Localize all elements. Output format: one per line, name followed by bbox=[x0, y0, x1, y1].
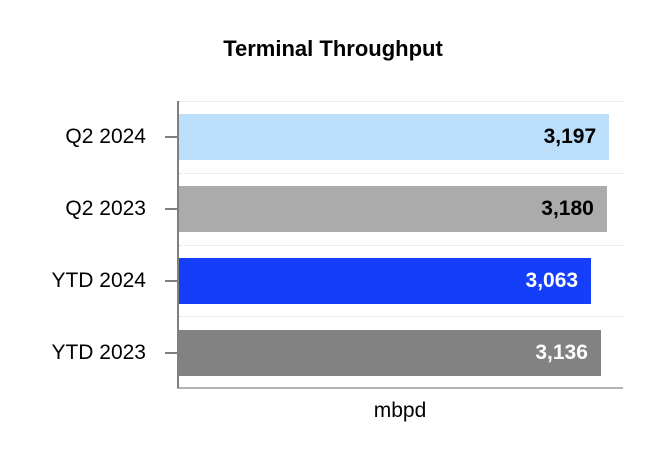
chart-title: Terminal Throughput bbox=[223, 36, 443, 61]
bar: 3,197 bbox=[179, 114, 610, 161]
category-label: YTD 2024 bbox=[51, 268, 146, 292]
plot-area: Q2 2024 3,197 Q2 2023 3,180 YTD 2024 3,063 YTD… bbox=[51, 101, 623, 389]
y-axis-tick bbox=[165, 136, 177, 139]
bar: 3,180 bbox=[179, 186, 607, 233]
category-label: Q2 2023 bbox=[65, 197, 146, 221]
bar-value-label: 3,136 bbox=[535, 340, 588, 364]
bar-value-label: 3,197 bbox=[543, 125, 597, 149]
bar-value-label: 3,180 bbox=[541, 197, 594, 221]
bar-rows: Q2 2024 3,197 Q2 2023 3,180 YTD 2024 3,063 YTD… bbox=[51, 101, 623, 388]
bar-row: YTD 2023 3,136 bbox=[51, 316, 623, 388]
bar-row: Q2 2023 3,180 bbox=[65, 172, 623, 245]
bar: 3,063 bbox=[179, 257, 592, 304]
bar-value-label: 3,063 bbox=[525, 268, 579, 292]
y-axis-tick bbox=[165, 208, 177, 211]
y-axis-tick bbox=[165, 279, 177, 282]
bar-row: YTD 2024 3,063 bbox=[51, 244, 623, 317]
bar-row: Q2 2024 3,197 bbox=[65, 101, 623, 173]
y-axis-tick bbox=[165, 351, 177, 354]
x-axis-line bbox=[177, 387, 623, 389]
category-label: Q2 2024 bbox=[65, 125, 146, 149]
bar: 3,136 bbox=[179, 329, 601, 376]
category-label: YTD 2023 bbox=[51, 340, 146, 364]
x-axis-label: mbpd bbox=[373, 399, 427, 422]
y-axis-line bbox=[177, 101, 179, 388]
